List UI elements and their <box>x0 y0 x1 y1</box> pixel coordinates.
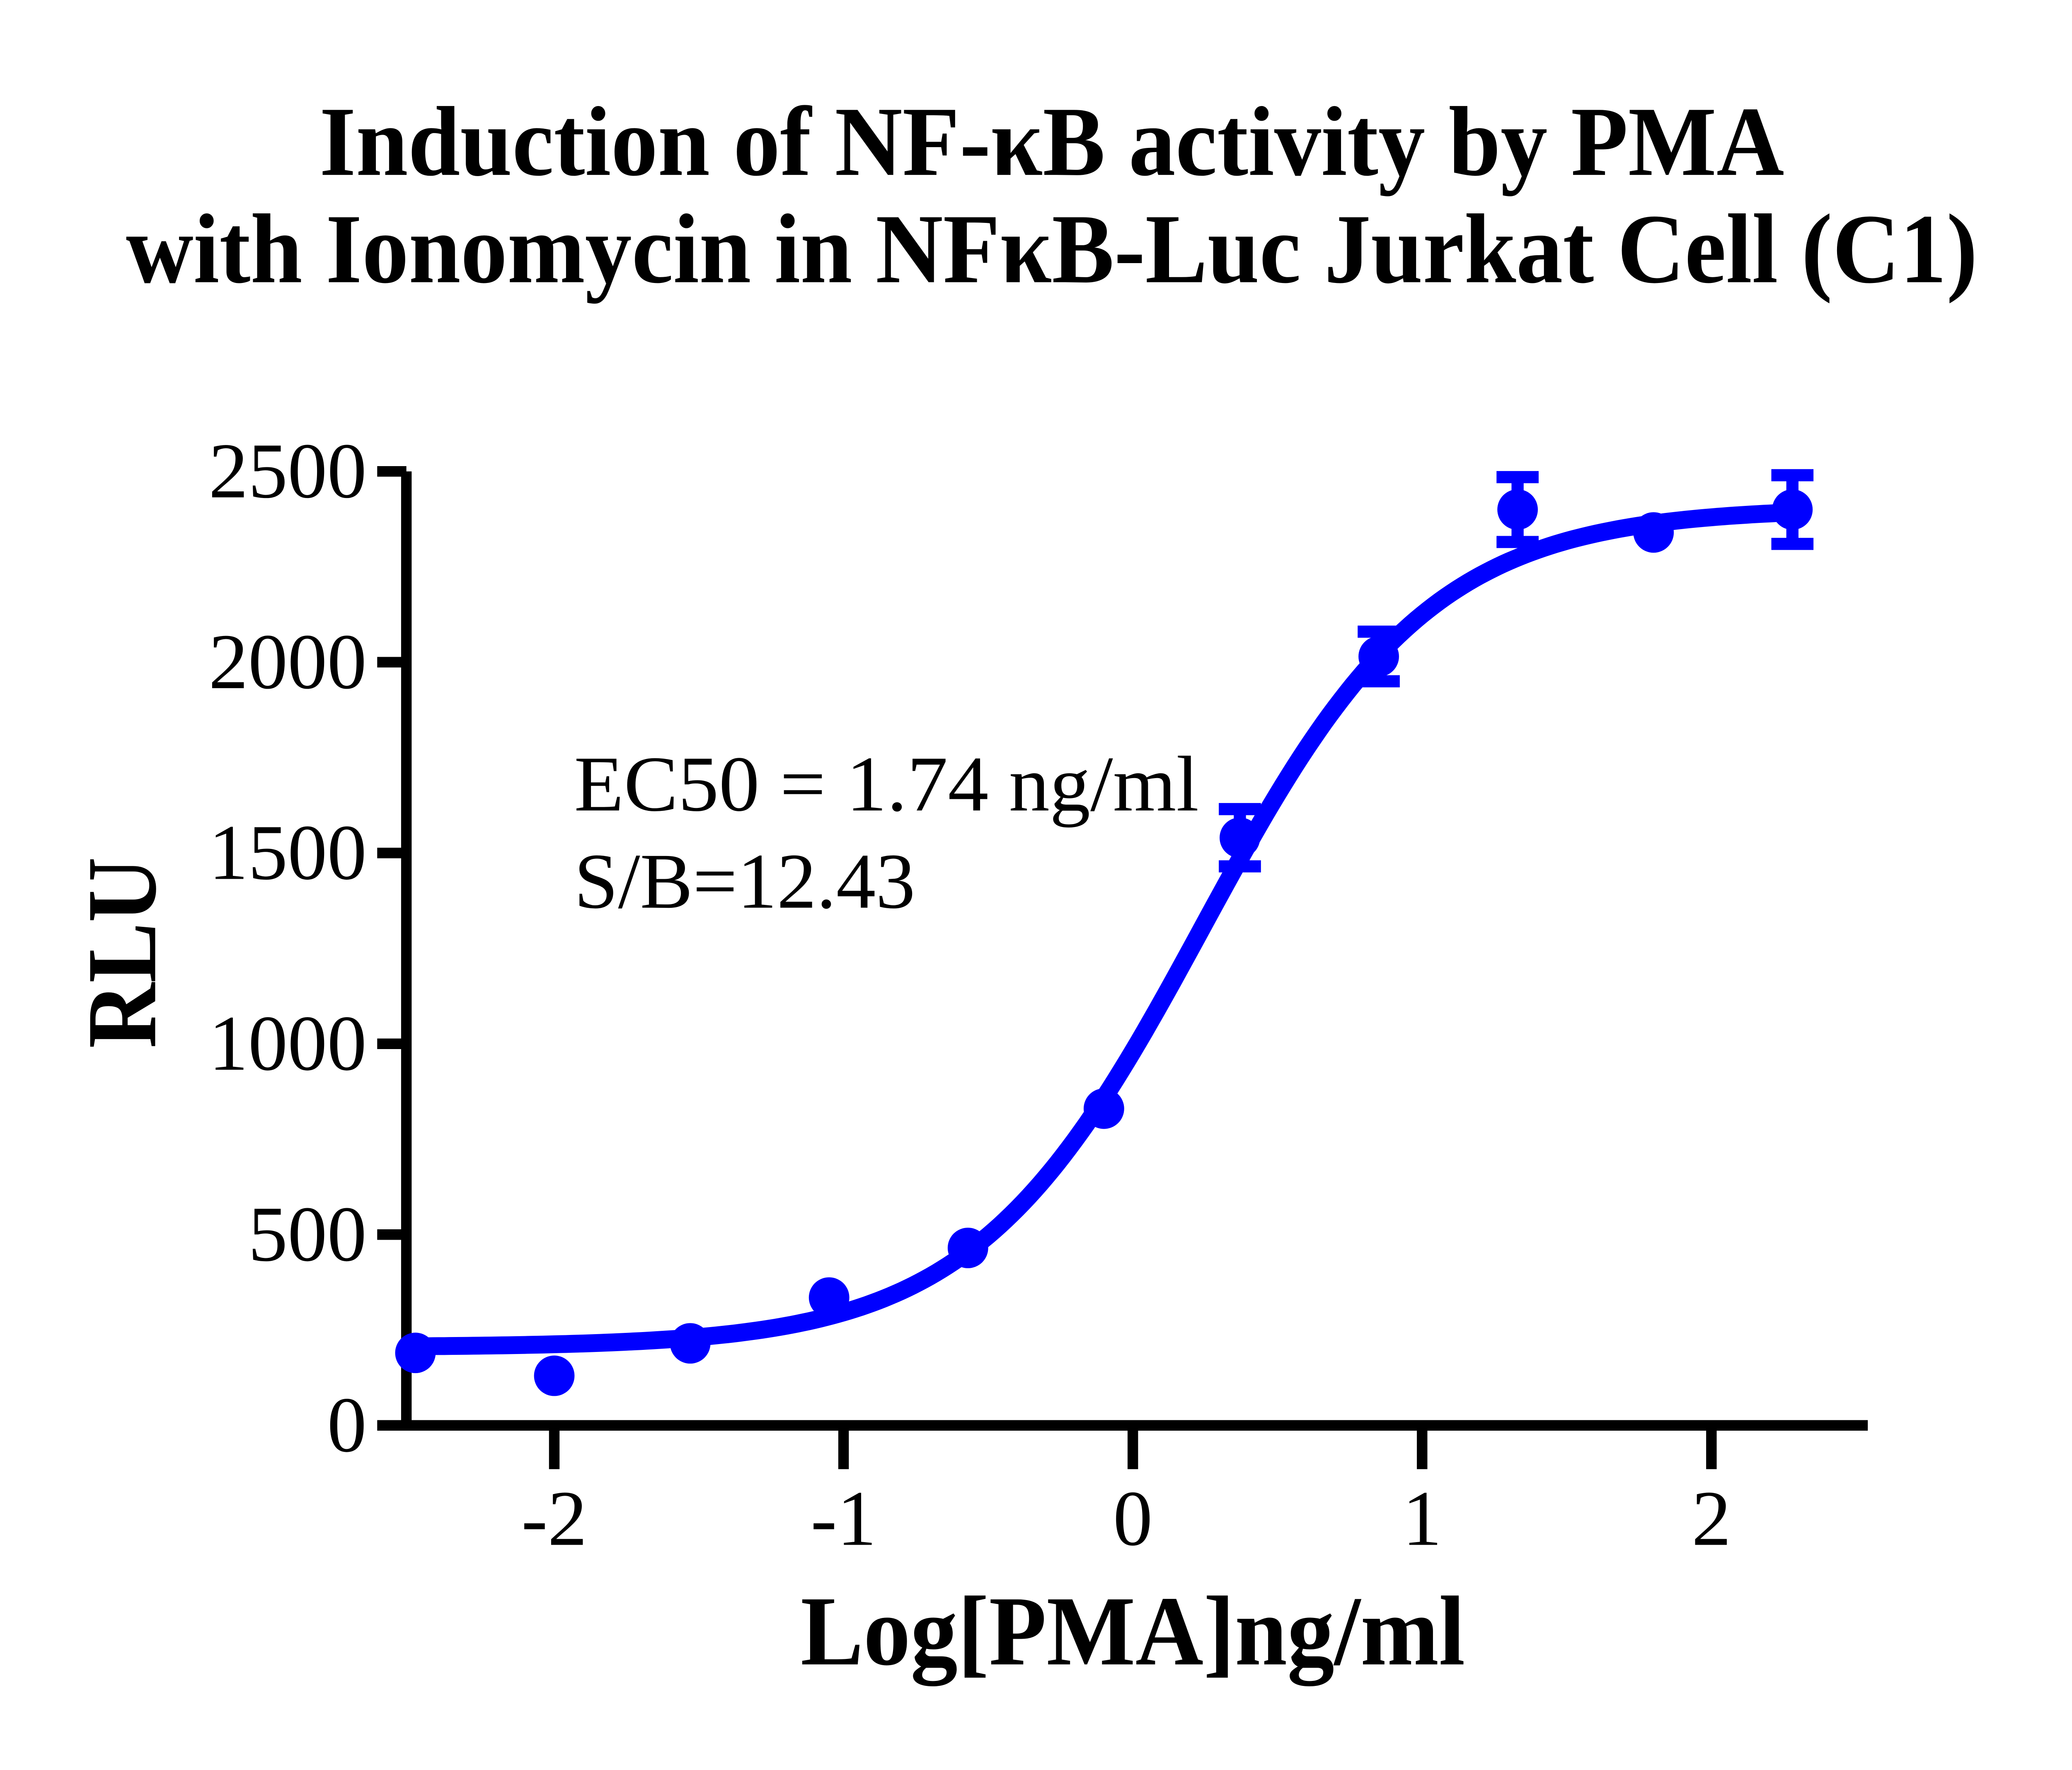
x-tick-label: 2 <box>1692 1475 1731 1562</box>
data-point-marker <box>1772 489 1813 530</box>
error-bars-group <box>1219 469 1814 873</box>
data-point-marker <box>534 1355 575 1396</box>
y-tick-label: 2500 <box>209 427 367 515</box>
data-points-group <box>395 489 1813 1396</box>
data-point-marker <box>808 1277 850 1318</box>
signal-background-annotation: S/B=12.43 <box>574 838 915 925</box>
chart-title-line1: Induction of NF-κB activity by PMA <box>320 87 1784 196</box>
x-tick-label: -2 <box>521 1475 587 1562</box>
y-tick-label: 2000 <box>209 618 367 706</box>
data-point-marker <box>1633 512 1674 553</box>
ec50-annotation: EC50 = 1.74 ng/ml <box>574 740 1199 828</box>
data-point-marker <box>1497 489 1538 530</box>
x-tick-label: 1 <box>1402 1475 1442 1562</box>
x-axis-ticks: -2 -1 0 1 2 <box>521 1425 1731 1562</box>
x-tick-label: -1 <box>811 1475 876 1562</box>
data-point-marker <box>1220 817 1260 858</box>
x-tick-label: 0 <box>1113 1475 1152 1562</box>
y-axis-title: RLU <box>67 857 177 1048</box>
y-tick-label: 1500 <box>209 809 367 896</box>
data-point-marker <box>670 1323 711 1364</box>
data-point-marker <box>1083 1088 1124 1129</box>
x-axis-title: Log[PMA]ng/ml <box>801 1576 1465 1686</box>
data-point-marker <box>395 1332 436 1373</box>
data-point-marker <box>1358 636 1399 677</box>
y-tick-label: 0 <box>327 1381 366 1469</box>
data-point-marker <box>947 1228 988 1268</box>
y-axis-ticks: 0 500 1000 1500 2000 2500 <box>209 427 407 1469</box>
y-tick-label: 1000 <box>209 1000 367 1087</box>
fit-curve-group <box>406 503 1801 1355</box>
chart-title-line2: with Ionomycin in NFκB-Luc Jurkat Cell (… <box>126 194 1978 304</box>
y-tick-label: 500 <box>248 1190 367 1278</box>
annotation-block: EC50 = 1.74 ng/ml S/B=12.43 <box>574 740 1199 925</box>
fit-curve <box>406 503 1801 1355</box>
